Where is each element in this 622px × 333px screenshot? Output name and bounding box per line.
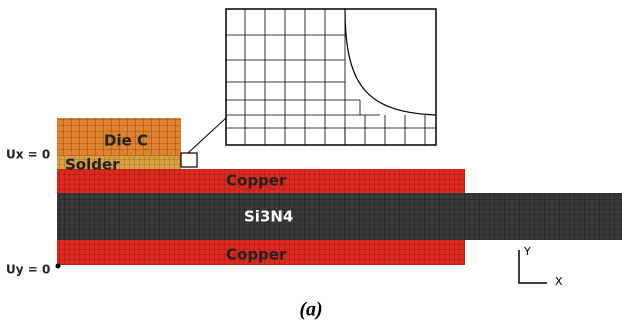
solder-label: Solder	[65, 156, 120, 174]
copper-bottom-label: Copper	[226, 246, 287, 264]
axis-y-label: Y	[523, 245, 531, 258]
copper-top-label: Copper	[226, 172, 287, 190]
diagram: Die C Solder Copper Si3N4 Copper Ux = 0 …	[0, 0, 622, 329]
zoom-region	[181, 153, 197, 167]
leader-line	[188, 118, 226, 153]
substrate-label: Si3N4	[244, 208, 293, 226]
substrate-mesh	[57, 193, 622, 240]
die-label: Die C	[104, 132, 148, 150]
pin	[56, 264, 61, 269]
inset	[226, 9, 436, 145]
axis-x-label: X	[555, 275, 563, 288]
caption: (a)	[299, 299, 322, 321]
ux-bc: Ux = 0	[6, 148, 50, 162]
uy-bc: Uy = 0	[6, 263, 50, 277]
